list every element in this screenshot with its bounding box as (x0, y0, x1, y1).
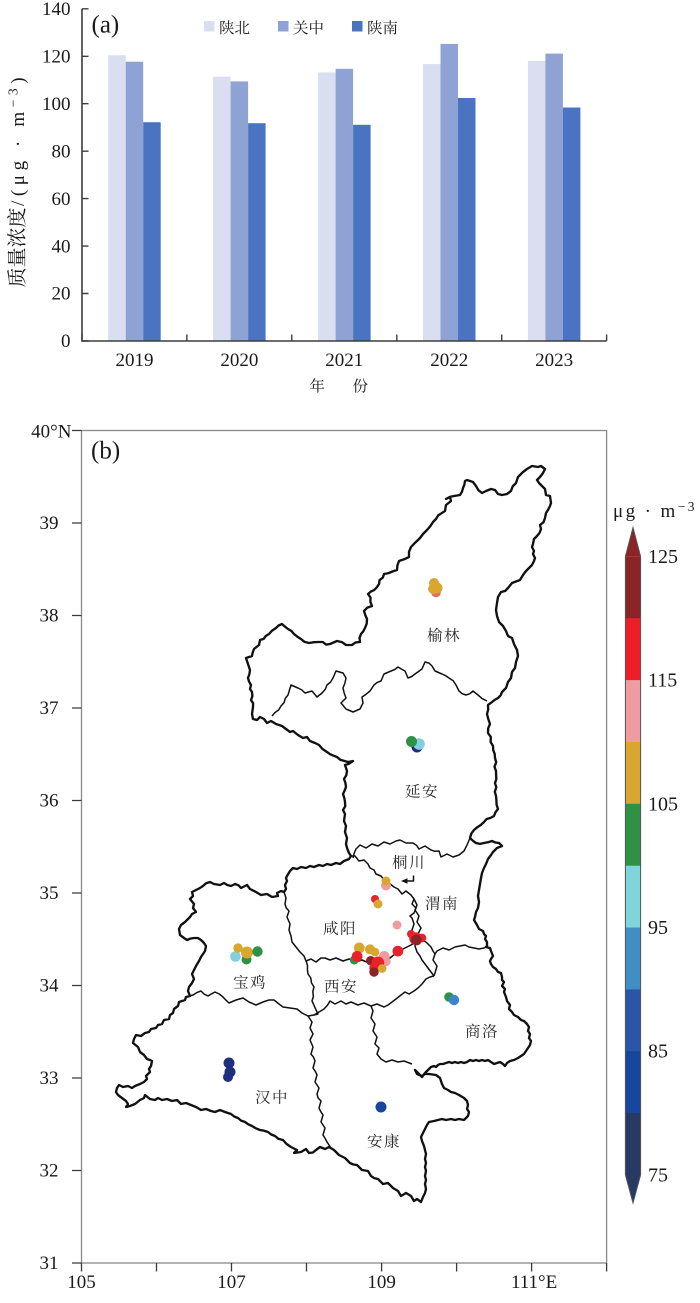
svg-text:2023: 2023 (535, 350, 573, 371)
svg-text:107: 107 (217, 1272, 246, 1293)
svg-text:2021: 2021 (325, 350, 363, 371)
svg-text:60: 60 (52, 189, 71, 210)
svg-text:95: 95 (648, 917, 668, 939)
svg-text:36: 36 (40, 791, 59, 812)
svg-text:39: 39 (40, 513, 59, 534)
svg-text:38: 38 (40, 606, 59, 627)
svg-text:115: 115 (648, 670, 677, 692)
svg-text:105: 105 (648, 793, 678, 815)
svg-text:111°E: 111°E (511, 1272, 557, 1293)
svg-text:μg · m−3: μg · m−3 (613, 499, 697, 522)
svg-text:(a): (a) (92, 12, 120, 39)
svg-text:85: 85 (648, 1041, 668, 1063)
svg-text:20: 20 (52, 284, 71, 305)
svg-text:0: 0 (61, 331, 71, 352)
svg-text:37: 37 (40, 698, 59, 719)
svg-text:80: 80 (52, 141, 71, 162)
svg-text:125: 125 (648, 546, 678, 568)
svg-text:75: 75 (648, 1164, 668, 1186)
svg-text:105: 105 (67, 1272, 96, 1293)
svg-text:31: 31 (40, 1253, 59, 1274)
svg-text:(b): (b) (91, 438, 120, 465)
svg-text:33: 33 (40, 1068, 59, 1089)
svg-text:140: 140 (42, 0, 71, 20)
svg-text:100: 100 (42, 94, 71, 115)
svg-text:2019: 2019 (116, 350, 154, 371)
svg-text:2020: 2020 (220, 350, 258, 371)
svg-text:40: 40 (52, 236, 71, 257)
svg-text:40°N: 40°N (31, 422, 72, 443)
svg-text:2022: 2022 (430, 350, 468, 371)
svg-text:34: 34 (40, 976, 60, 997)
svg-text:120: 120 (42, 47, 71, 68)
svg-text:109: 109 (367, 1272, 396, 1293)
svg-text:35: 35 (40, 883, 59, 904)
svg-text:32: 32 (40, 1161, 59, 1182)
